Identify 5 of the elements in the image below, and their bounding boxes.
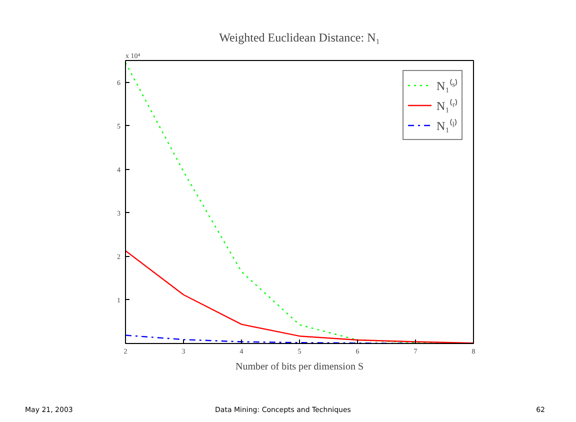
legend-label: N₁⁽ʳ⁾ bbox=[436, 98, 458, 114]
legend-label: N₁⁽ˡ⁾ bbox=[436, 118, 458, 134]
chart-title: Weighted Euclidean Distance: N₁ bbox=[219, 30, 380, 44]
x-axis-title: Number of bits per dimension S bbox=[235, 362, 364, 372]
legend-label: N₁⁽ˢ⁾ bbox=[436, 78, 458, 94]
